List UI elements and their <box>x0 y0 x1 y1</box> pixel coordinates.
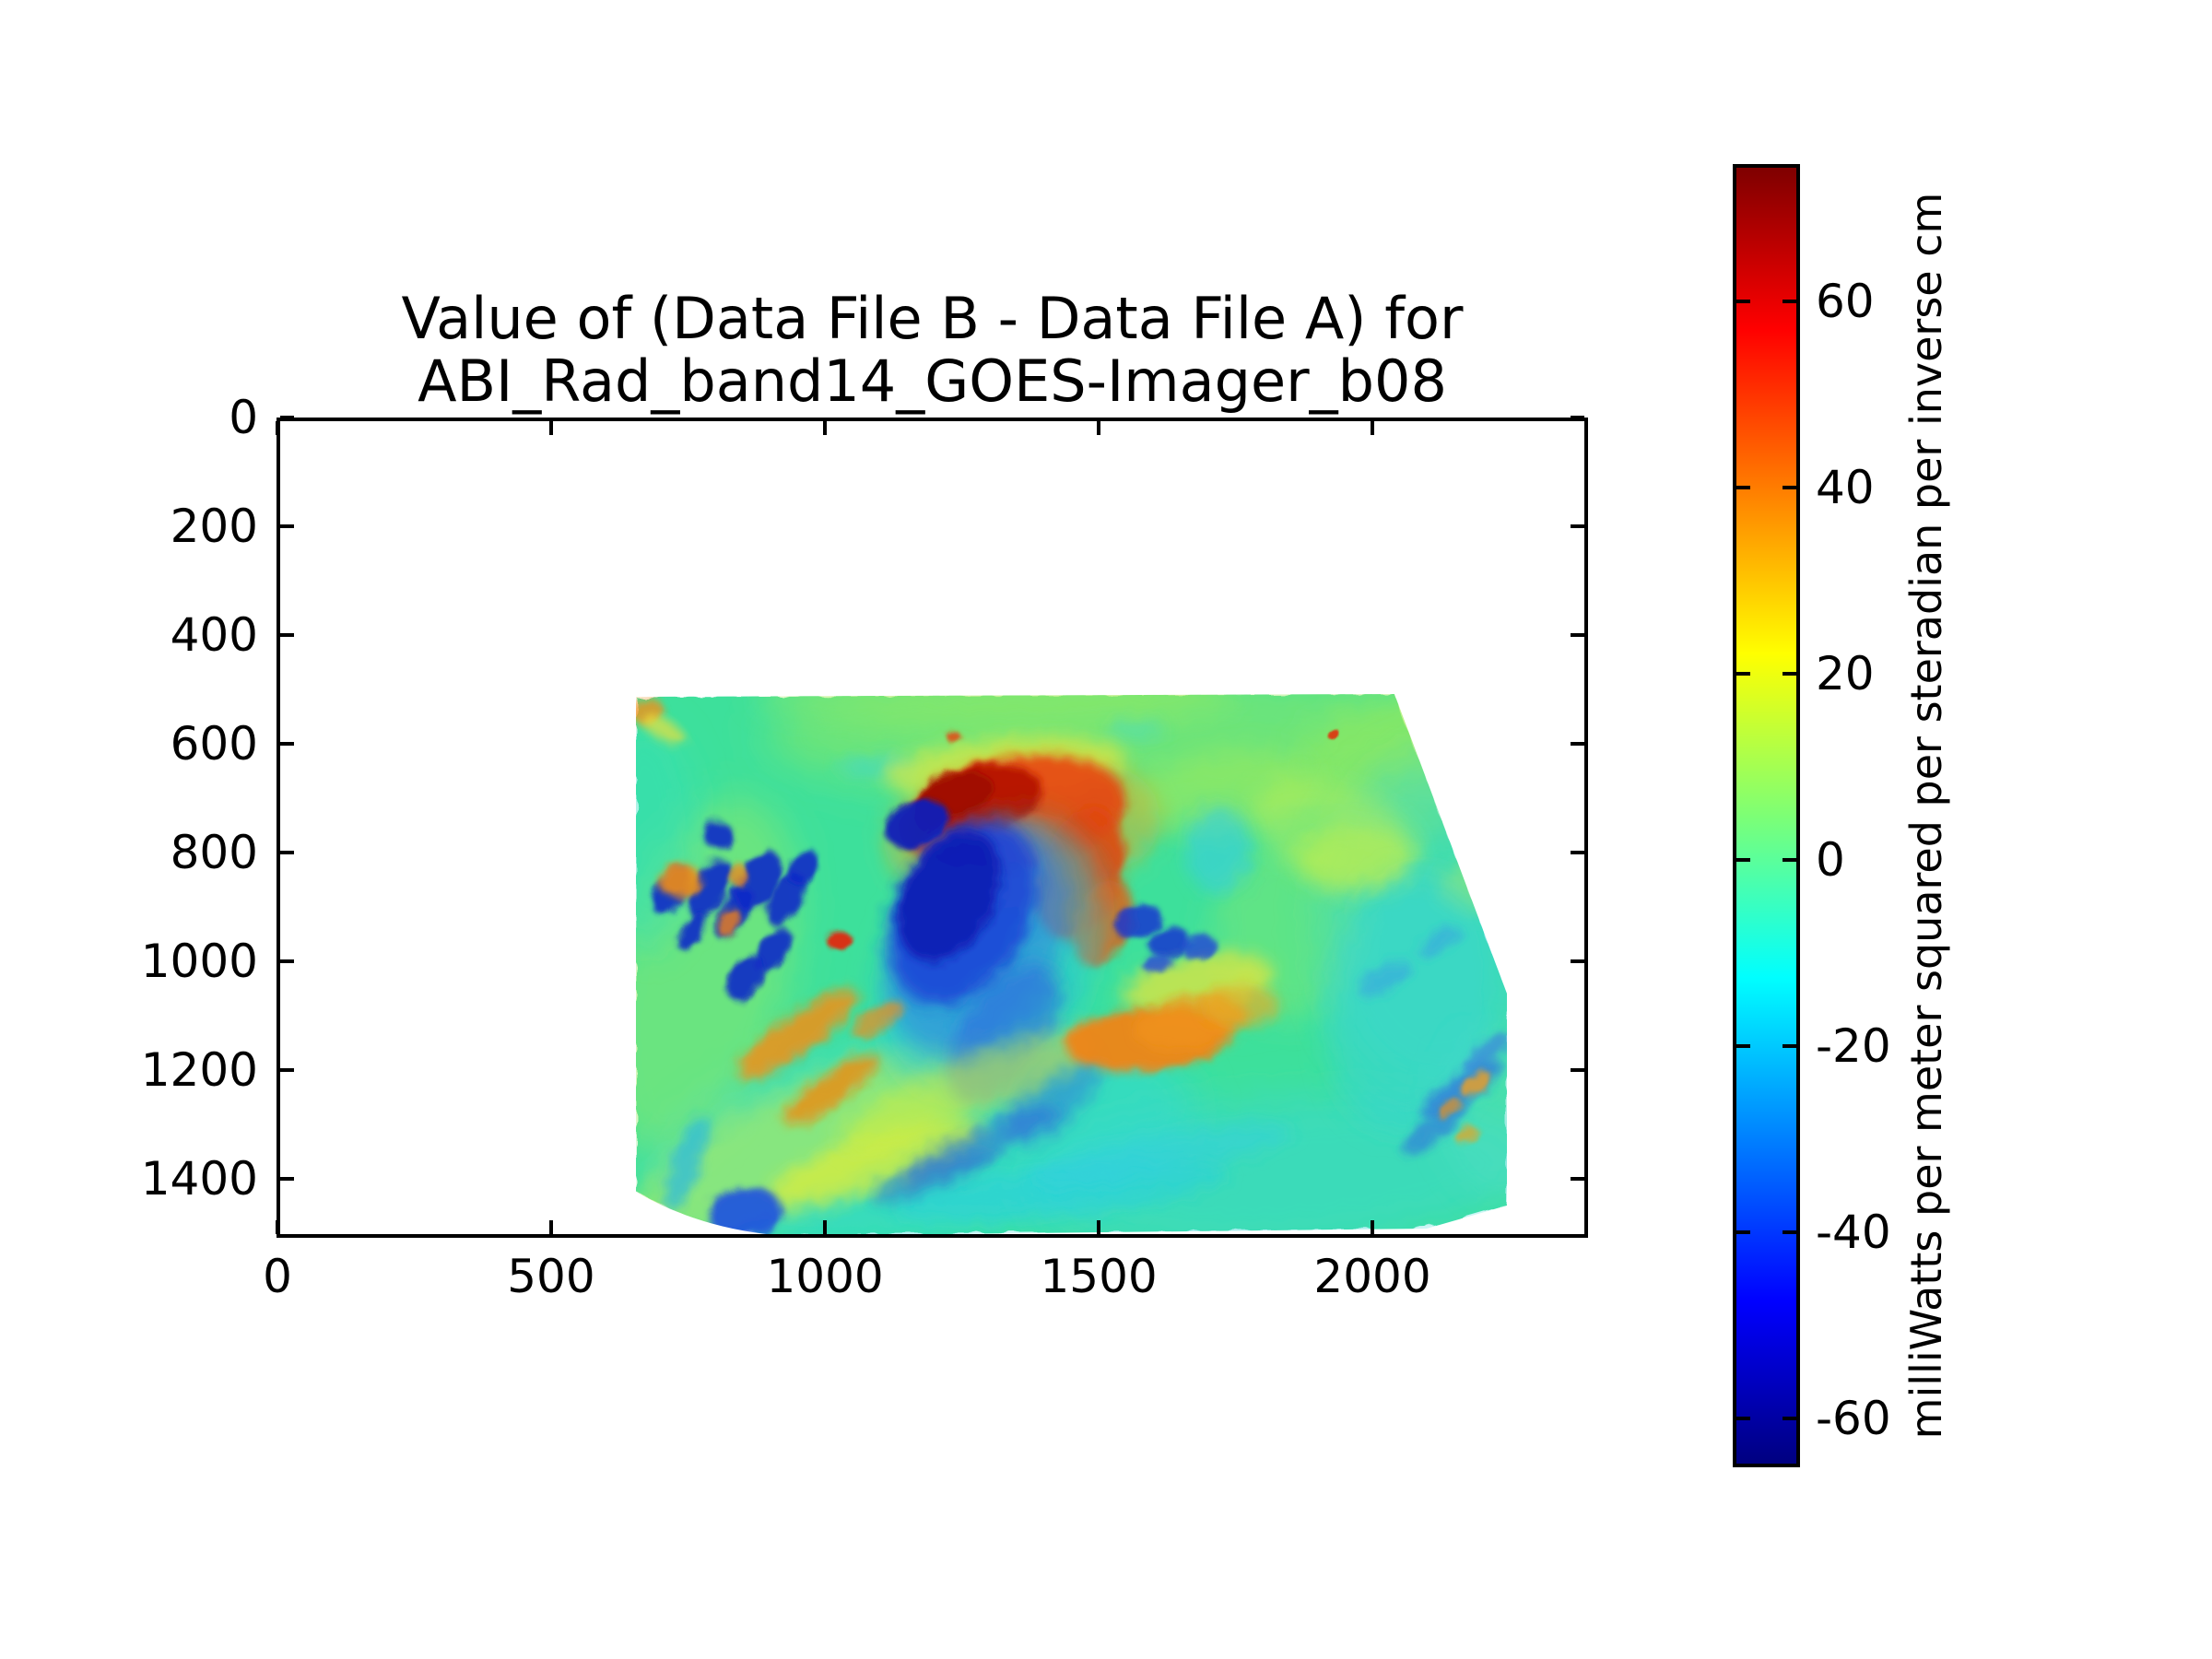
heatmap-swath <box>636 694 1507 1236</box>
y-tick-mark <box>280 742 294 747</box>
y-tick-mark-right <box>1571 524 1584 528</box>
y-tick-mark <box>280 1177 294 1181</box>
x-tick-mark-top <box>275 421 279 435</box>
y-tick-label: 1400 <box>140 1152 258 1206</box>
colorbar-tick-label: 60 <box>1816 275 1875 329</box>
x-tick-mark <box>1371 1220 1375 1234</box>
colorbar-tick-mark-right <box>1783 857 1796 862</box>
y-tick-mark <box>280 1067 294 1072</box>
plot-area-frame <box>276 418 1588 1238</box>
x-tick-mark <box>823 1220 828 1234</box>
y-tick-mark <box>280 850 294 854</box>
colorbar-tick-mark-right <box>1783 1416 1796 1420</box>
x-tick-mark <box>275 1220 279 1234</box>
colorbar <box>1733 164 1800 1467</box>
colorbar-tick-mark <box>1736 485 1750 489</box>
y-tick-label: 800 <box>170 825 258 879</box>
colorbar-tick-label: 0 <box>1816 832 1845 887</box>
y-tick-mark <box>280 959 294 963</box>
y-tick-mark-right <box>1571 416 1584 419</box>
colorbar-tick-mark <box>1736 672 1750 676</box>
colorbar-tick-label: 40 <box>1816 460 1875 514</box>
colorbar-tick-mark <box>1736 857 1750 862</box>
y-tick-label: 400 <box>170 608 258 663</box>
x-tick-label: 1000 <box>766 1250 884 1303</box>
chart-title-line2: ABI_Rad_band14_GOES-Imager_b08 <box>418 347 1447 415</box>
heatmap-swath-group <box>636 694 1507 1236</box>
y-tick-mark-right <box>1571 633 1584 638</box>
colorbar-tick-label: 20 <box>1816 647 1875 700</box>
colorbar-axis-label: milliWatts per meter squared per steradi… <box>1901 192 1951 1440</box>
x-tick-label: 500 <box>507 1250 595 1303</box>
colorbar-tick-mark <box>1736 1230 1750 1234</box>
x-tick-mark-top <box>548 421 553 435</box>
colorbar-tick-mark-right <box>1783 1043 1796 1048</box>
y-tick-label: 1200 <box>140 1042 258 1097</box>
x-tick-label: 2000 <box>1313 1250 1431 1303</box>
colorbar-tick-mark-right <box>1783 485 1796 489</box>
y-tick-mark <box>280 416 294 419</box>
y-tick-mark <box>280 524 294 528</box>
x-tick-mark-top <box>1097 421 1101 435</box>
y-tick-mark-right <box>1571 1067 1584 1072</box>
colorbar-tick-mark-right <box>1783 672 1796 676</box>
chart-title: Value of (Data File B - Data File A) for… <box>276 288 1588 413</box>
x-tick-label: 0 <box>263 1250 292 1303</box>
y-tick-mark <box>280 633 294 638</box>
colorbar-tick-label: -20 <box>1816 1018 1891 1073</box>
y-tick-mark-right <box>1571 742 1584 747</box>
y-tick-mark-right <box>1571 959 1584 963</box>
x-tick-mark-top <box>1371 421 1375 435</box>
y-tick-mark-right <box>1571 1177 1584 1181</box>
y-tick-label: 600 <box>170 717 258 771</box>
y-tick-label: 0 <box>229 391 258 444</box>
x-tick-label: 1500 <box>1040 1250 1158 1303</box>
x-tick-mark <box>1097 1220 1101 1234</box>
colorbar-tick-label: -40 <box>1816 1205 1891 1259</box>
colorbar-tick-mark <box>1736 300 1750 304</box>
colorbar-tick-mark-right <box>1783 300 1796 304</box>
x-tick-mark-top <box>823 421 828 435</box>
colorbar-tick-label: -60 <box>1816 1391 1891 1445</box>
y-tick-label: 1000 <box>140 934 258 988</box>
colorbar-tick-mark <box>1736 1043 1750 1048</box>
x-tick-mark <box>548 1220 553 1234</box>
chart-title-line1: Value of (Data File B - Data File A) for <box>401 285 1464 352</box>
colorbar-tick-mark <box>1736 1416 1750 1420</box>
y-tick-label: 200 <box>170 500 258 553</box>
colorbar-tick-mark-right <box>1783 1230 1796 1234</box>
y-tick-mark-right <box>1571 850 1584 854</box>
